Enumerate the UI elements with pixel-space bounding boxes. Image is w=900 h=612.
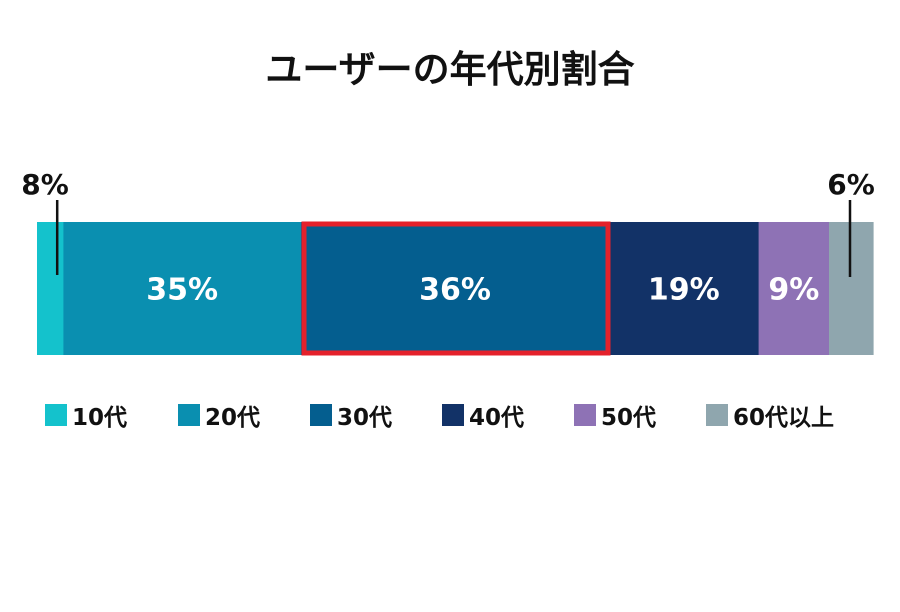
bar-segment-1 [37,222,64,355]
legend-swatch-2 [178,404,200,426]
legend-label-6: 60代以上 [733,405,834,431]
legend: 10代 20代 30代 40代 50代 60代以上 [45,404,834,431]
data-label-segment-1: 8% [21,168,69,201]
bar-segment-6 [829,222,874,355]
data-label-segment-3: 36% [419,273,491,308]
data-label-segment-6: 6% [827,168,875,201]
legend-swatch-6 [706,404,728,426]
legend-label-3: 30代 [337,405,392,431]
legend-label-5: 50代 [601,405,656,431]
legend-swatch-3 [310,404,332,426]
bar-segments [37,222,874,355]
bar-segment-2 [63,222,302,355]
legend-swatch-5 [574,404,596,426]
legend-label-4: 40代 [469,405,524,431]
bar-segment-4 [609,222,760,355]
legend-label-1: 10代 [72,405,127,431]
chart-title: ユーザーの年代別割合 [265,48,634,91]
data-label-segment-4: 19% [648,273,720,308]
legend-label-2: 20代 [205,405,260,431]
segment-labels: 35% 36% 19% 9% 8% 6% [21,168,875,356]
legend-swatch-1 [45,404,67,426]
bar-segment-5 [758,222,830,355]
data-label-segment-2: 35% [146,273,218,308]
bar-segment-3 [301,222,610,355]
highlight-box [301,221,611,356]
legend-swatch-4 [442,404,464,426]
data-label-segment-5: 9% [768,273,819,308]
